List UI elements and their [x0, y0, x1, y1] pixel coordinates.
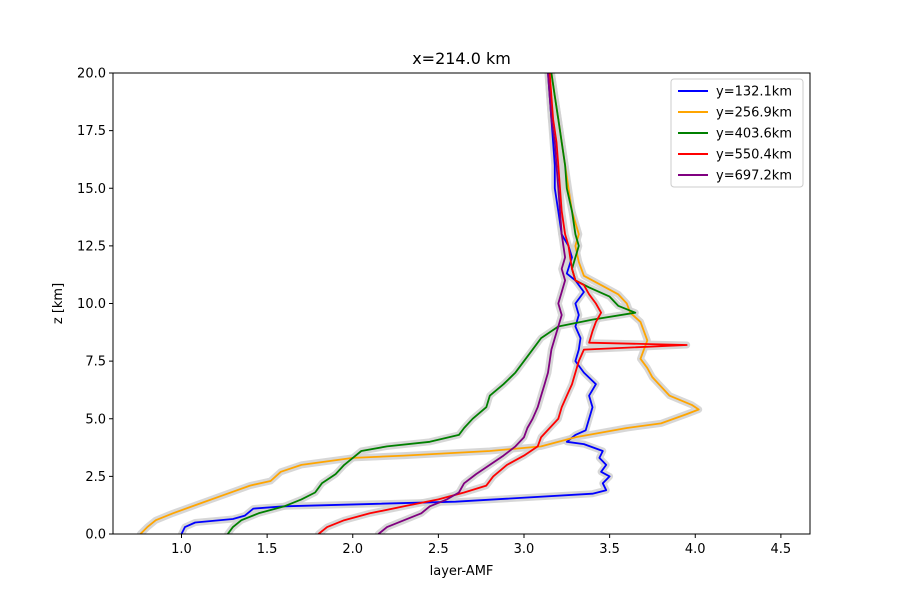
y-axis-label: z [km] — [51, 283, 66, 324]
legend-label: y=550.4km — [716, 148, 792, 163]
chart-title: x=214.0 km — [412, 49, 511, 68]
x-tick-label: 4.0 — [685, 542, 706, 557]
legend-label: y=403.6km — [716, 127, 792, 142]
x-tick-label: 1.0 — [171, 542, 192, 557]
series-lines — [139, 73, 700, 534]
series-line — [139, 73, 700, 534]
series-line — [377, 73, 566, 534]
y-tick-label: 2.5 — [85, 470, 106, 485]
legend-box — [670, 78, 804, 188]
y-axis-ticks: 0.0 2.5 5.0 7.5 10.0 12.5 15.0 17.5 20.0 — [77, 67, 113, 543]
legend-label: y=132.1km — [716, 85, 792, 100]
y-tick-label: 0.0 — [85, 528, 106, 543]
x-tick-label: 4.5 — [771, 542, 792, 557]
y-tick-label: 7.5 — [85, 355, 106, 370]
plot-area — [136, 73, 703, 534]
y-tick-label: 15.0 — [77, 182, 106, 197]
x-tick-label: 3.5 — [599, 542, 620, 557]
legend: y=132.1km y=256.9km y=403.6km y=550.4km y=69… — [670, 78, 804, 188]
x-tick-label: 3.0 — [514, 542, 535, 557]
x-axis-label: layer-AMF — [430, 564, 494, 579]
series-line — [317, 73, 688, 534]
y-tick-label: 20.0 — [77, 67, 106, 82]
y-tick-label: 10.0 — [77, 297, 106, 312]
x-axis-ticks: 1.0 1.5 2.0 2.5 3.0 3.5 4.0 4.5 — [171, 534, 791, 557]
y-tick-label: 5.0 — [85, 412, 106, 427]
x-tick-label: 1.5 — [257, 542, 278, 557]
legend-label: y=697.2km — [716, 169, 792, 184]
x-tick-label: 2.0 — [342, 542, 363, 557]
x-tick-label: 2.5 — [428, 542, 449, 557]
series-line — [226, 73, 637, 534]
legend-label: y=256.9km — [716, 106, 792, 121]
y-tick-label: 12.5 — [77, 239, 106, 254]
y-tick-label: 17.5 — [77, 124, 106, 139]
